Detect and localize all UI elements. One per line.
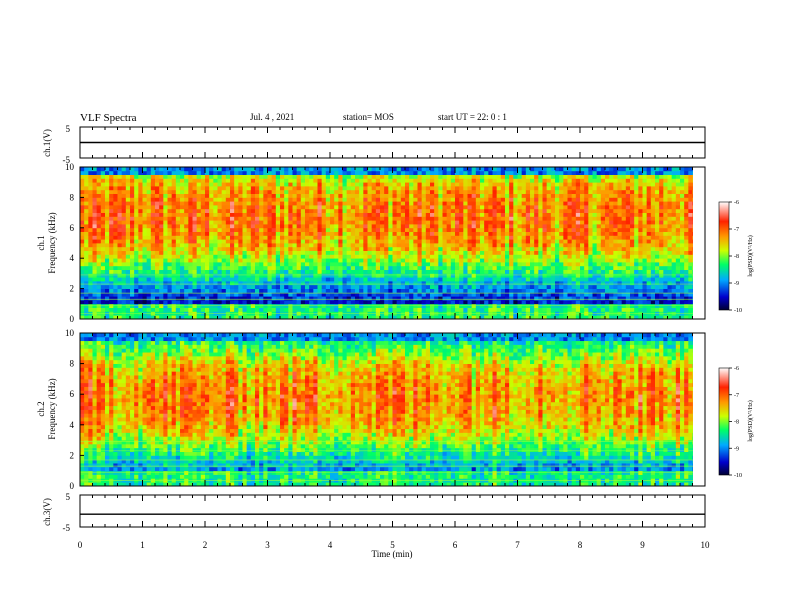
ch1-wave-ytick-top: 5 xyxy=(66,124,71,134)
x-tick-label-6: 6 xyxy=(453,540,458,550)
x-tick-label-10: 10 xyxy=(701,540,711,550)
x-tick-label-4: 4 xyxy=(328,540,333,550)
ch1-spec-ytick-label-0: 0 xyxy=(70,314,75,324)
ch2-spectrogram-image xyxy=(80,333,693,486)
ch2-spec-channel-label: ch.2 xyxy=(36,401,46,416)
ch3-wave-ytick-top: 5 xyxy=(66,492,71,502)
colorbar-1-tick-label: -7 xyxy=(734,227,739,233)
ch2-spec-ytick-label-6: 6 xyxy=(70,389,75,399)
ch2-spec-ytick-label-2: 2 xyxy=(70,450,75,460)
x-tick-label-9: 9 xyxy=(640,540,645,550)
date-label: Jul. 4 , 2021 xyxy=(250,112,295,122)
x-tick-label-3: 3 xyxy=(265,540,270,550)
colorbar-1-tick-label: -10 xyxy=(734,308,742,314)
ch2-spec-ytick-label-4: 4 xyxy=(70,420,75,430)
plot-title: VLF Spectra xyxy=(80,112,137,124)
colorbar-2-tick-label: -8 xyxy=(734,420,739,426)
ch2-spec-ylabel: Frequency (kHz) xyxy=(47,378,57,439)
ch1-spec-ytick-label-2: 2 xyxy=(70,284,75,294)
ch2-spec-ytick-label-0: 0 xyxy=(70,481,75,491)
ch1-spec-ylabel: Frequency (kHz) xyxy=(47,212,57,273)
colorbar-2-tick-label: -10 xyxy=(734,473,742,479)
colorbar-1-tick-label: -6 xyxy=(734,200,739,206)
colorbar-1 xyxy=(718,201,730,311)
ch3-wave-ylabel: ch.3(V) xyxy=(42,498,52,526)
colorbar-2-tick-label: -9 xyxy=(734,446,739,452)
x-tick-label-1: 1 xyxy=(140,540,145,550)
station-label: station= MOS xyxy=(343,112,394,122)
colorbar-1-tick-label: -8 xyxy=(734,254,739,260)
colorbar-2-tick-label: -6 xyxy=(734,366,739,372)
colorbar-1-tick-label: -9 xyxy=(734,281,739,287)
ch1-spectrogram-image xyxy=(80,167,693,319)
x-tick-label-5: 5 xyxy=(390,540,395,550)
x-tick-label-7: 7 xyxy=(515,540,520,550)
x-tick-label-2: 2 xyxy=(203,540,208,550)
ch1-wave-ytick-bottom: -5 xyxy=(63,155,71,165)
ch1-wave-ylabel: ch.1(V) xyxy=(42,129,52,157)
ch1-spec-ytick-label-8: 8 xyxy=(70,192,75,202)
ch1-spec-ytick-label-6: 6 xyxy=(70,223,75,233)
colorbar-2-tick-label: -7 xyxy=(734,393,739,399)
ch1-spec-ytick-label-10: 10 xyxy=(65,162,75,172)
ch1-spec-ytick-label-4: 4 xyxy=(70,253,75,263)
ch2-spec-ytick-label-10: 10 xyxy=(65,328,75,338)
ch3-wave-ytick-bottom: -5 xyxy=(63,523,71,533)
colorbar-1-label: log(PSD)(V²/Hz) xyxy=(747,235,754,276)
ch2-spec-ytick-label-8: 8 xyxy=(70,359,75,369)
start-time-label: start UT = 22: 0 : 1 xyxy=(438,112,507,122)
colorbar-2-label: log(PSD)(V²/Hz) xyxy=(747,400,754,441)
colorbar-2 xyxy=(718,367,730,476)
ch1-spec-channel-label: ch.1 xyxy=(36,235,46,250)
x-axis-label: Time (min) xyxy=(372,549,413,559)
x-tick-label-8: 8 xyxy=(578,540,583,550)
x-tick-label-0: 0 xyxy=(78,540,83,550)
